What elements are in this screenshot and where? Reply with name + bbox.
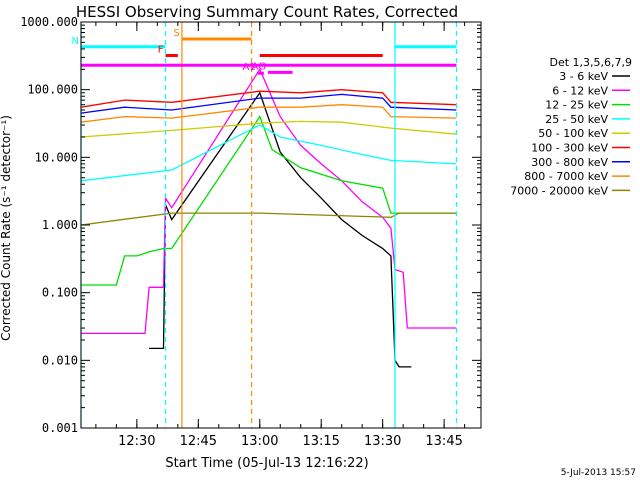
legend-entry-3: 25 - 50 keV <box>545 113 608 126</box>
series-line-5 <box>80 89 457 108</box>
x-tick-label-1: 12:45 <box>180 434 217 449</box>
flag-label-0: N <box>72 36 79 47</box>
y-tick-label-2: 10.000 <box>35 150 78 164</box>
y-axis-label: Corrected Count Rate (s⁻¹ detector⁻¹) <box>0 115 13 341</box>
series-line-2 <box>81 115 457 286</box>
x-tick-label-4: 13:30 <box>364 434 401 449</box>
legend-entry-6: 300 - 800 keV <box>531 156 608 169</box>
legend-entry-0: 3 - 6 keV <box>559 70 608 83</box>
legend-entry-4: 50 - 100 keV <box>538 127 608 140</box>
timestamp: 5-Jul-2013 15:57 <box>561 468 636 478</box>
flag-label-3: F <box>158 44 164 55</box>
x-tick-label-0: 12:30 <box>118 434 155 449</box>
legend-entry-1: 6 - 12 keV <box>552 84 608 97</box>
series-line-0 <box>149 91 412 368</box>
flag-label-6: A1 <box>243 62 256 73</box>
series-line-3 <box>80 124 457 182</box>
x-axis-label: Start Time (05-Jul-13 12:16:22) <box>165 456 368 471</box>
x-tick-label-3: 13:15 <box>302 434 339 449</box>
y-tick-label-1: 100.000 <box>27 83 78 97</box>
series-line-7 <box>80 104 457 123</box>
y-tick-label-3: 1.000 <box>42 218 78 232</box>
y-tick-label-0: 1000.000 <box>20 15 78 29</box>
flag-label-2: S <box>174 28 180 39</box>
legend-title: Det 1,3,5,6,7,9 <box>549 56 632 69</box>
x-tick-label-5: 13:45 <box>425 434 462 449</box>
series-line-4 <box>80 120 457 138</box>
series-line-6 <box>80 93 457 114</box>
legend-entry-7: 800 - 7000 keV <box>524 170 608 183</box>
chart-title: HESSI Observing Summary Count Rates, Cor… <box>76 3 458 21</box>
legend-entry-2: 12 - 25 keV <box>545 99 608 112</box>
legend-entry-5: 100 - 300 keV <box>531 142 608 155</box>
plot-frame <box>80 21 482 429</box>
x-tick-label-2: 13:00 <box>241 434 278 449</box>
legend-entry-8: 7000 - 20000 keV <box>510 184 608 197</box>
series-line-8 <box>80 212 457 226</box>
y-tick-label-4: 0.100 <box>42 286 78 300</box>
flag-label-7: AG <box>252 61 266 72</box>
series-line-1 <box>81 67 457 335</box>
y-tick-label-6: 0.001 <box>42 421 78 435</box>
y-tick-label-5: 0.010 <box>42 353 78 367</box>
